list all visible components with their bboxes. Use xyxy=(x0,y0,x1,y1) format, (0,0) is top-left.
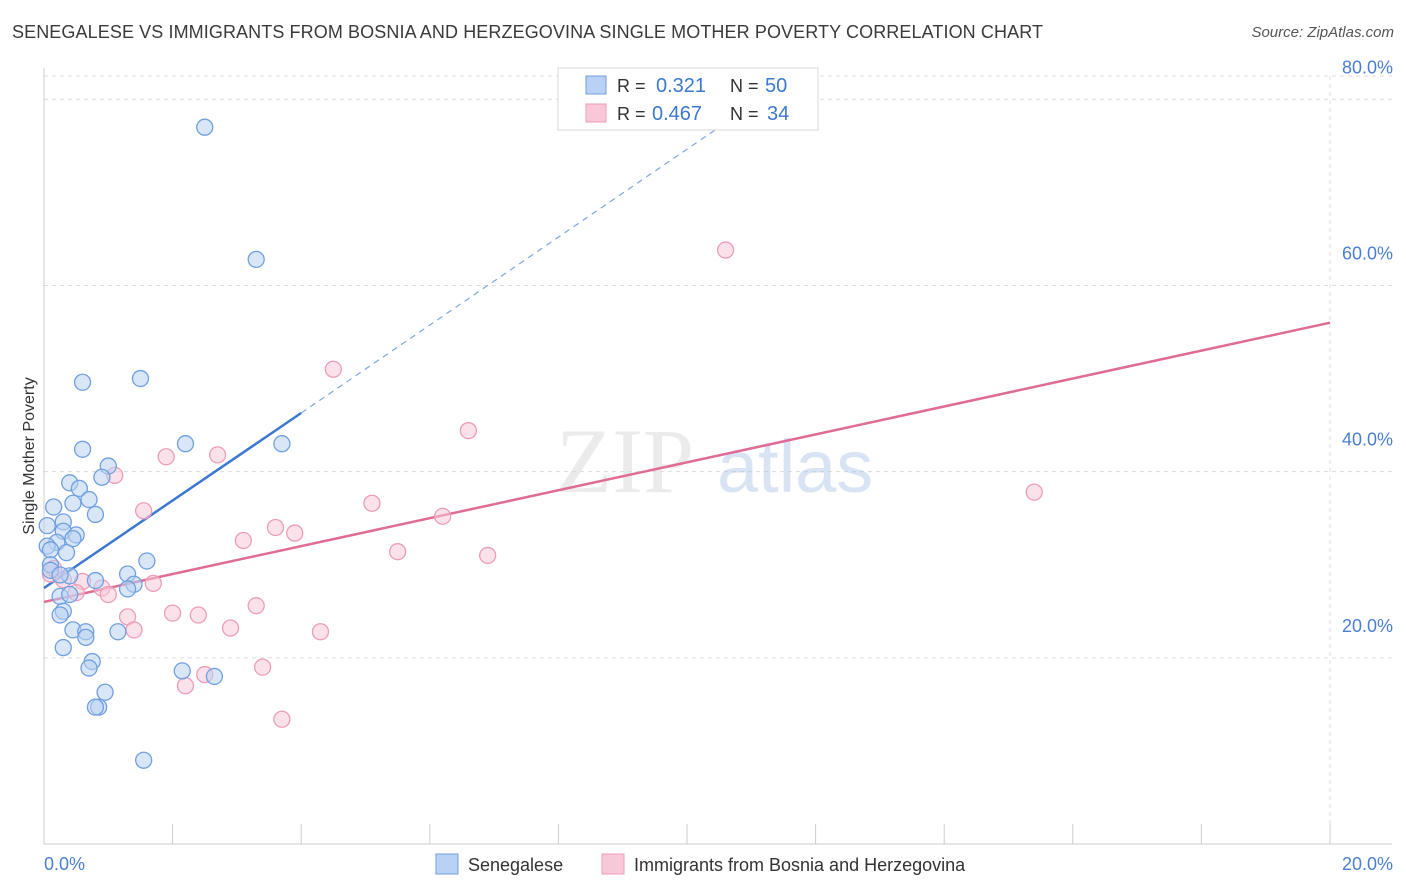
grid-layer xyxy=(44,75,1392,844)
legend-label-senegalese: Senegalese xyxy=(468,855,563,875)
bosnia-point xyxy=(253,658,272,676)
trend-layer xyxy=(43,126,1331,604)
senegalese-point xyxy=(80,659,98,677)
series-legend: Senegalese Immigrants from Bosnia and He… xyxy=(435,853,966,875)
senegalese-point xyxy=(118,580,137,598)
axis-layer: 20.0% 40.0% 60.0% 80.0% 0.0% 20.0% xyxy=(43,57,1393,874)
bosnia-point xyxy=(311,623,330,641)
bosnia-point xyxy=(1025,483,1043,501)
senegalese-point xyxy=(57,543,76,562)
senegalese-point xyxy=(135,751,153,769)
bosnia-point xyxy=(434,507,452,525)
stats-swatch-senegalese xyxy=(585,75,607,95)
senegalese-point xyxy=(64,530,82,548)
stats-swatch-bosnia xyxy=(585,103,607,123)
bosnia-point xyxy=(144,574,162,592)
senegalese-trend-line xyxy=(43,411,302,590)
bosnia-point xyxy=(135,502,153,520)
senegalese-point xyxy=(44,498,63,516)
y-axis-label: Single Mother Poverty xyxy=(21,377,38,534)
stats-n-label-1: N = xyxy=(730,76,764,96)
chart-title: SENEGALESE VS IMMIGRANTS FROM BOSNIA AND… xyxy=(12,22,1044,42)
senegalese-point xyxy=(86,571,105,590)
senegalese-point xyxy=(86,505,105,524)
bosnia-point xyxy=(234,531,252,550)
stats-r-label-1: R = xyxy=(617,76,651,96)
bosnia-point xyxy=(189,606,207,624)
senegalese-point xyxy=(86,698,105,716)
senegalese-point xyxy=(173,662,191,680)
bosnia-point xyxy=(163,604,182,622)
points-layer xyxy=(38,118,1043,769)
senegalese-point xyxy=(77,628,95,646)
bosnia-point xyxy=(479,546,497,565)
senegalese-point xyxy=(80,490,98,509)
bosnia-point xyxy=(157,448,175,466)
senegalese-point xyxy=(51,566,69,584)
senegalese-point xyxy=(64,494,82,512)
legend-swatch-bosnia xyxy=(601,853,625,875)
senegalese-point xyxy=(38,516,56,535)
senegalese-point xyxy=(41,541,60,559)
bosnia-point xyxy=(125,621,143,639)
stats-n-value-1: 50 xyxy=(765,75,787,97)
stats-legend: R = 0.321 N = 50 R = 0.467 N = 34 xyxy=(557,67,819,131)
senegalese-point xyxy=(73,373,92,391)
bosnia-point xyxy=(459,422,478,440)
senegalese-point xyxy=(70,479,89,498)
x-tick-label-start: 0.0% xyxy=(44,854,85,874)
stats-r-label-2: R = xyxy=(617,104,651,124)
bosnia-point xyxy=(247,597,265,615)
bosnia-point xyxy=(363,494,381,512)
legend-swatch-senegalese xyxy=(435,853,459,875)
bosnia-point xyxy=(388,543,407,561)
senegalese-point xyxy=(54,638,72,657)
senegalese-point xyxy=(131,369,150,388)
bosnia-point xyxy=(286,524,304,542)
senegalese-point xyxy=(61,585,79,604)
senegalese-trend-extension xyxy=(300,126,720,414)
bosnia-point xyxy=(221,619,240,637)
bosnia-point xyxy=(716,241,735,259)
bosnia-point xyxy=(273,710,291,728)
senegalese-point xyxy=(109,623,127,641)
stats-n-value-2: 34 xyxy=(767,103,789,125)
legend-label-bosnia: Immigrants from Bosnia and Herzegovina xyxy=(634,855,966,875)
bosnia-trend-line xyxy=(43,321,1331,604)
senegalese-point xyxy=(93,468,111,486)
stats-n-label-2: N = xyxy=(730,104,764,124)
bosnia-point xyxy=(208,446,227,464)
watermark-zip: ZIP xyxy=(556,410,694,512)
bosnia-point xyxy=(266,518,285,537)
watermark: ZIP atlas xyxy=(556,410,873,512)
stats-r-value-2: 0.467 xyxy=(652,103,702,125)
watermark-atlas: atlas xyxy=(717,425,873,508)
senegalese-point xyxy=(196,118,214,136)
y-tick-label: 20.0% xyxy=(1342,616,1393,636)
senegalese-point xyxy=(176,435,195,453)
senegalese-point xyxy=(273,435,291,453)
bosnia-point xyxy=(324,360,343,378)
y-tick-label: 80.0% xyxy=(1342,57,1393,77)
bosnia-point xyxy=(176,677,195,695)
senegalese-point xyxy=(138,552,156,570)
senegalese-point xyxy=(73,440,92,458)
senegalese-point xyxy=(205,667,224,686)
stats-r-value-1: 0.321 xyxy=(656,75,706,97)
chart-source: Source: ZipAtlas.com xyxy=(1251,24,1394,41)
senegalese-point xyxy=(51,606,69,624)
senegalese-point xyxy=(96,683,114,701)
senegalese-point xyxy=(247,250,265,269)
y-tick-label: 60.0% xyxy=(1342,243,1393,263)
x-tick-label-end: 20.0% xyxy=(1342,854,1393,874)
bosnia-point xyxy=(99,585,117,604)
y-tick-label: 40.0% xyxy=(1342,430,1393,450)
